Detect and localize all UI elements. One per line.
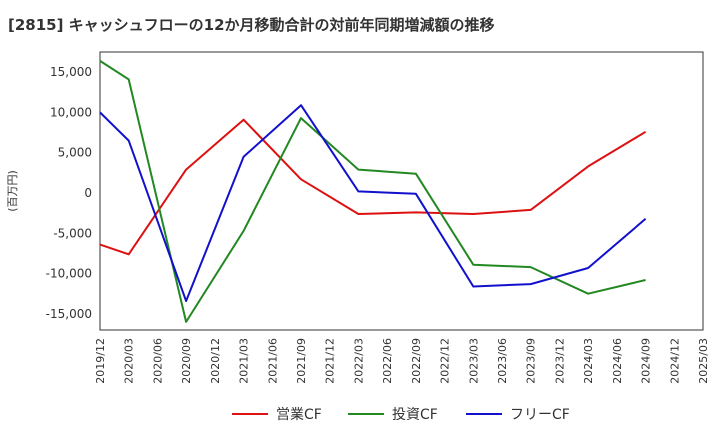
x-tick-label: 2024/03 <box>582 338 595 384</box>
axes: 15,000 10,000 5,000 0 -5,000 -10,000 -15,000 20… <box>46 51 710 384</box>
legend-label: 営業CF <box>276 407 322 423</box>
y-axis-label: (百万円) <box>6 170 19 212</box>
x-tick-label: 2023/03 <box>467 338 480 384</box>
series-lines <box>99 60 647 323</box>
x-tick-label: 2024/06 <box>611 338 624 384</box>
x-tick-label: 2020/09 <box>180 338 193 384</box>
y-tick-label: -10,000 <box>46 267 92 281</box>
chart-title: [2815] キャッシュフローの12か月移動合計の対前年同期増減額の推移 <box>8 16 495 34</box>
y-tick-label: 0 <box>84 186 92 200</box>
legend-item: 投資CF <box>348 404 438 424</box>
x-tick-label: 2021/12 <box>324 338 337 384</box>
x-tick-label: 2022/06 <box>381 338 394 384</box>
legend-label: 投資CF <box>392 407 438 423</box>
x-tick-label: 2025/03 <box>697 338 710 384</box>
legend-swatch <box>232 413 268 415</box>
x-tick-label: 2019/12 <box>94 338 107 384</box>
y-tick-label: 5,000 <box>58 146 92 160</box>
plot-frame <box>99 51 704 331</box>
y-tick-label: -15,000 <box>46 307 92 321</box>
legend-swatch <box>466 413 502 415</box>
y-tick-label: -5,000 <box>53 226 92 240</box>
x-tick-label: 2021/06 <box>266 338 279 384</box>
x-tick-label: 2023/06 <box>496 338 509 384</box>
y-axis-label-group: (百万円) <box>6 170 19 212</box>
x-tick-label: 2022/12 <box>439 338 452 384</box>
x-tick-label: 2022/03 <box>352 338 365 384</box>
legend: 営業CF 投資CF フリーCF <box>0 404 720 428</box>
x-tick-label: 2022/09 <box>410 338 423 384</box>
x-tick-label: 2023/09 <box>525 338 538 384</box>
legend-swatch <box>348 413 384 415</box>
legend-item: 営業CF <box>232 404 322 424</box>
x-tick-label: 2021/03 <box>238 338 251 384</box>
x-tick-label: 2023/12 <box>553 338 566 384</box>
legend-item: フリーCF <box>466 404 570 424</box>
x-tick-label: 2024/12 <box>668 338 681 384</box>
x-tick-label: 2020/06 <box>151 338 164 384</box>
legend-label: フリーCF <box>510 407 570 423</box>
y-tick-label: 10,000 <box>50 105 92 119</box>
y-tick-label: 15,000 <box>50 65 92 79</box>
x-tick-label: 2020/12 <box>209 338 222 384</box>
x-tick-label: 2024/09 <box>640 338 653 384</box>
x-tick-label: 2020/03 <box>123 338 136 384</box>
x-tick-label: 2021/09 <box>295 338 308 384</box>
